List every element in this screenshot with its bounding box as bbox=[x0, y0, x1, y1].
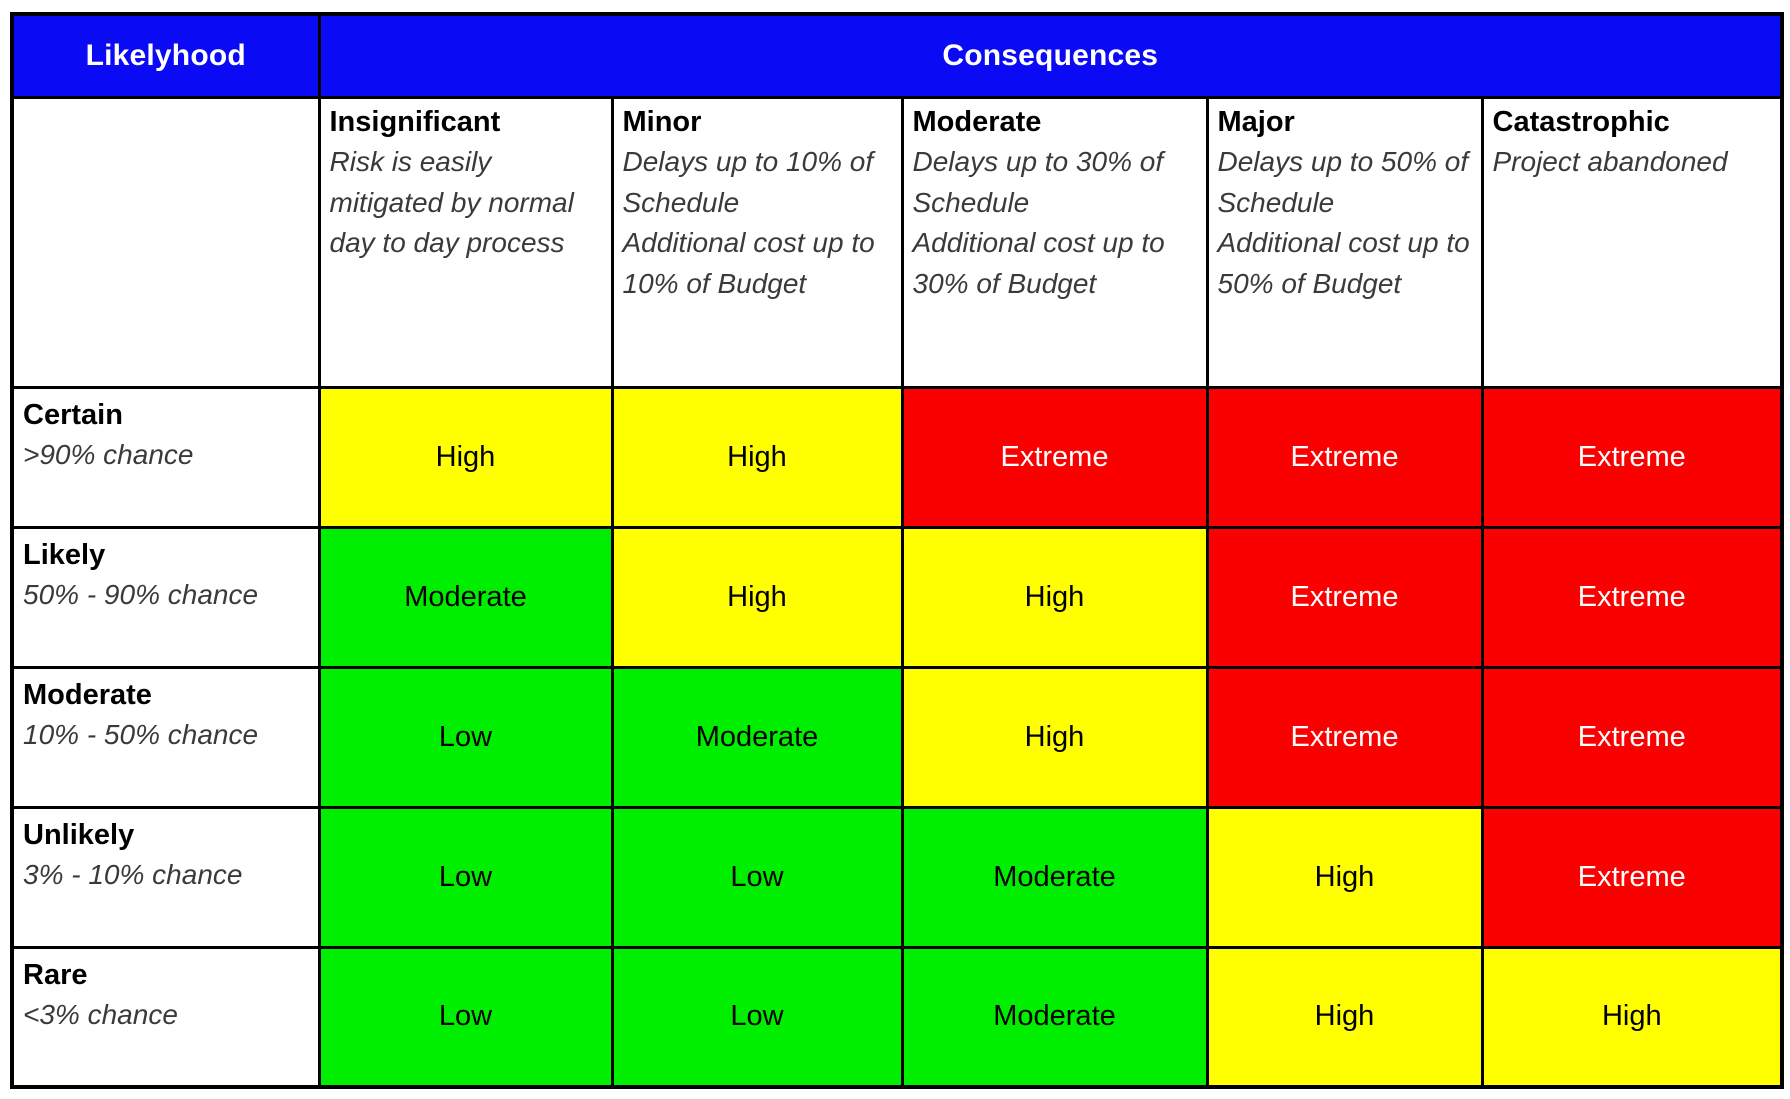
consequence-description: Risk is easily mitigated by normal day t… bbox=[329, 146, 574, 259]
matrix-row-likely: Likely 50% - 90% chance Moderate High Hi… bbox=[10, 525, 1784, 669]
banner-row: Likelyhood Consequences bbox=[10, 12, 1784, 99]
consequence-description: Delays up to 30% of Schedule Additional … bbox=[912, 146, 1165, 299]
matrix-row-certain: Certain >90% chance High High Extreme Ex… bbox=[10, 385, 1784, 529]
likelihood-header-unlikely: Unlikely 3% - 10% chance bbox=[10, 805, 321, 949]
risk-cell: High bbox=[1480, 945, 1784, 1089]
consequence-name: Catastrophic bbox=[1492, 105, 1670, 138]
risk-cell: High bbox=[1205, 945, 1484, 1089]
consequences-banner: Consequences bbox=[317, 12, 1784, 99]
risk-cell: High bbox=[317, 385, 614, 529]
matrix-row-unlikely: Unlikely 3% - 10% chance Low Low Moderat… bbox=[10, 805, 1784, 949]
consequence-header-minor: Minor Delays up to 10% of Schedule Addit… bbox=[610, 95, 904, 389]
risk-cell: Low bbox=[317, 805, 614, 949]
likelihood-range: <3% chance bbox=[23, 999, 178, 1031]
risk-cell: Moderate bbox=[900, 805, 1209, 949]
consequence-header-major: Major Delays up to 50% of Schedule Addit… bbox=[1205, 95, 1484, 389]
risk-cell: High bbox=[1205, 805, 1484, 949]
risk-cell: Extreme bbox=[1205, 525, 1484, 669]
consequence-description: Project abandoned bbox=[1492, 146, 1728, 178]
likelihood-name: Unlikely bbox=[23, 818, 135, 851]
risk-cell: High bbox=[610, 525, 904, 669]
consequence-description: Delays up to 10% of Schedule Additional … bbox=[622, 146, 875, 299]
likelihood-range: 10% - 50% chance bbox=[23, 719, 259, 751]
risk-cell: High bbox=[900, 525, 1209, 669]
likelihood-name: Rare bbox=[23, 958, 88, 991]
matrix-row-rare: Rare <3% chance Low Low Moderate High Hi… bbox=[10, 945, 1784, 1089]
risk-cell: Moderate bbox=[317, 525, 614, 669]
likelihood-name: Certain bbox=[23, 398, 123, 431]
risk-cell: High bbox=[610, 385, 904, 529]
risk-cell: Extreme bbox=[1480, 805, 1784, 949]
consequence-name: Insignificant bbox=[329, 105, 501, 138]
consequence-description: Delays up to 50% of Schedule Additional … bbox=[1217, 146, 1470, 299]
risk-cell: Extreme bbox=[1480, 665, 1784, 809]
consequence-headers-row: Insignificant Risk is easily mitigated b… bbox=[10, 95, 1784, 389]
likelihood-range: 3% - 10% chance bbox=[23, 859, 243, 891]
risk-cell: Moderate bbox=[900, 945, 1209, 1089]
likelihood-range: >90% chance bbox=[23, 439, 194, 471]
likelihood-header-likely: Likely 50% - 90% chance bbox=[10, 525, 321, 669]
consequence-header-insignificant: Insignificant Risk is easily mitigated b… bbox=[317, 95, 614, 389]
consequence-header-moderate: Moderate Delays up to 30% of Schedule Ad… bbox=[900, 95, 1209, 389]
risk-cell: Low bbox=[317, 945, 614, 1089]
likelihood-header-rare: Rare <3% chance bbox=[10, 945, 321, 1089]
risk-cell: Extreme bbox=[900, 385, 1209, 529]
risk-cell: Low bbox=[610, 945, 904, 1089]
consequence-name: Major bbox=[1217, 105, 1295, 138]
risk-cell: Low bbox=[317, 665, 614, 809]
likelihood-range: 50% - 90% chance bbox=[23, 579, 259, 611]
matrix-row-moderate: Moderate 10% - 50% chance Low Moderate H… bbox=[10, 665, 1784, 809]
risk-cell: Extreme bbox=[1205, 665, 1484, 809]
likelihood-header-moderate: Moderate 10% - 50% chance bbox=[10, 665, 321, 809]
risk-cell: Extreme bbox=[1480, 385, 1784, 529]
likelihood-name: Likely bbox=[23, 538, 106, 571]
likelihood-name: Moderate bbox=[23, 678, 152, 711]
consequence-name: Moderate bbox=[912, 105, 1042, 138]
likelihood-header-certain: Certain >90% chance bbox=[10, 385, 321, 529]
risk-cell: High bbox=[900, 665, 1209, 809]
risk-matrix-table: Likelyhood Consequences Insignificant Ri… bbox=[10, 12, 1785, 1089]
risk-cell: Extreme bbox=[1205, 385, 1484, 529]
consequence-name: Minor bbox=[622, 105, 702, 138]
risk-cell: Extreme bbox=[1480, 525, 1784, 669]
empty-corner-cell bbox=[10, 95, 321, 389]
risk-cell: Moderate bbox=[610, 665, 904, 809]
risk-cell: Low bbox=[610, 805, 904, 949]
consequence-header-catastrophic: Catastrophic Project abandoned bbox=[1480, 95, 1784, 389]
likelihood-banner: Likelyhood bbox=[10, 12, 321, 99]
